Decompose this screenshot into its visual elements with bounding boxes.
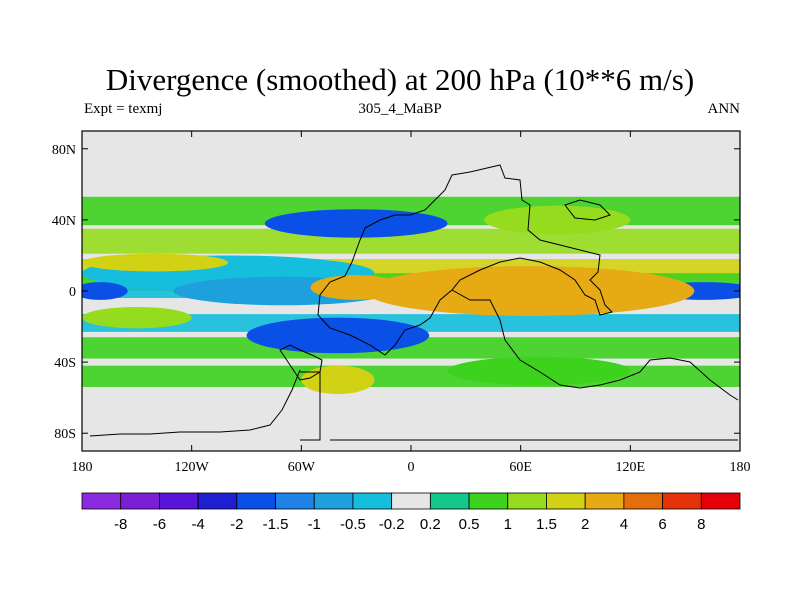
x-tick-label: 180 <box>730 460 751 475</box>
contour-region <box>484 205 631 235</box>
contour-region <box>82 307 192 329</box>
x-tick-label: 120W <box>175 460 210 475</box>
colorbar-label: 6 <box>658 516 666 533</box>
colorbar-swatch <box>313 492 354 510</box>
eurasia-africa-outline <box>317 164 613 356</box>
colorbar-label: -0.2 <box>379 516 405 533</box>
y-tick-label: 40N <box>52 214 76 229</box>
antarctic-coast-west <box>89 369 301 437</box>
colorbar-swatch <box>623 492 663 510</box>
coastlines <box>89 164 739 441</box>
colorbar-swatch <box>275 492 315 510</box>
colorbar-label: 0.2 <box>420 516 441 533</box>
colorbar-label: -1.5 <box>263 516 289 533</box>
colorbar-label: -6 <box>153 516 166 533</box>
x-tick-label: 60W <box>288 460 316 475</box>
case-label: 305_4_MaBP <box>358 101 442 117</box>
colorbar-label: 4 <box>620 516 628 533</box>
contour-region <box>82 282 128 300</box>
colorbar-swatch <box>391 492 431 510</box>
y-tick-label: 0 <box>69 285 76 300</box>
zonal-band <box>82 337 740 359</box>
colorbar-swatch <box>584 492 625 510</box>
zonal-band <box>82 365 740 387</box>
colorbar-swatch <box>662 492 702 510</box>
colorbar-label: -4 <box>191 516 204 533</box>
colorbar-label: 0.5 <box>459 516 480 533</box>
contour-region <box>246 317 430 354</box>
colorbar-swatch <box>236 492 276 510</box>
contour-region <box>264 209 448 238</box>
x-tick-label: 120E <box>616 460 646 475</box>
contour-region <box>365 266 695 316</box>
colorbar-swatch <box>159 492 199 510</box>
colorbar-swatch <box>700 492 741 510</box>
chart-title: Divergence (smoothed) at 200 hPa (10**6 … <box>105 62 695 97</box>
colorbar-label: -8 <box>114 516 127 533</box>
season-label: ANN <box>707 101 741 117</box>
colorbar-swatch <box>120 492 160 510</box>
colorbar-label: -2 <box>230 516 243 533</box>
colorbar-label: -1 <box>308 516 321 533</box>
colorbar: -8 -6 -4 -2 -1.5 -1 -0.5 -0.2 0.2 0.5 1 1.5 2 4 6 8 <box>81 492 741 533</box>
y-tick-label: 40S <box>54 356 76 371</box>
zonal-band <box>82 314 740 332</box>
colorbar-swatch <box>507 492 547 510</box>
drake-passage <box>300 371 321 441</box>
y-tick-label: 80S <box>54 427 76 442</box>
colorbar-swatch <box>352 492 393 510</box>
divergence-field <box>82 131 740 451</box>
contour-region <box>301 365 375 395</box>
colorbar-label: -0.5 <box>340 516 366 533</box>
colorbar-label: 1 <box>504 516 512 533</box>
colorbar-swatch <box>429 492 470 510</box>
x-tick-label: 0 <box>408 460 415 475</box>
contour-region <box>310 275 402 300</box>
south-america-outline <box>279 344 323 381</box>
colorbar-swatch <box>468 492 509 510</box>
contour-region <box>82 253 229 272</box>
colorbar-label: 8 <box>697 516 705 533</box>
x-axis: 180 120W 60W 0 60E 120E 180 <box>72 131 751 475</box>
x-tick-label: 180 <box>72 460 93 475</box>
y-axis: 80N 40N 0 40S 80S <box>52 143 740 442</box>
colorbar-swatch <box>197 492 238 510</box>
colorbar-swatch <box>546 492 586 510</box>
y-tick-label: 80N <box>52 143 76 158</box>
japan-outline <box>564 199 611 221</box>
x-tick-label: 60E <box>509 460 532 475</box>
southern-coast <box>451 289 739 401</box>
experiment-label: Expt = texmj <box>84 101 163 117</box>
colorbar-swatch <box>81 492 122 510</box>
colorbar-label: 2 <box>581 516 589 533</box>
colorbar-label: 1.5 <box>536 516 557 533</box>
